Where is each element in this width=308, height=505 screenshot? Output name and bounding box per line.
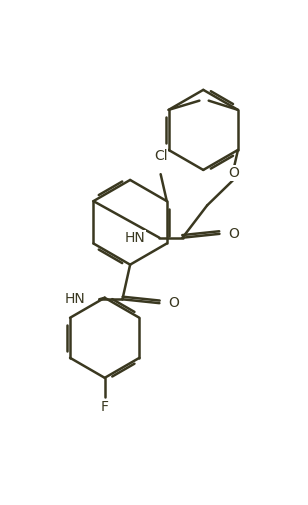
Text: F: F [101,400,109,414]
Text: Cl: Cl [154,148,168,163]
Text: O: O [229,166,240,180]
Text: HN: HN [125,231,146,245]
Text: O: O [168,296,179,310]
Text: O: O [228,227,239,241]
Text: HN: HN [65,292,86,307]
